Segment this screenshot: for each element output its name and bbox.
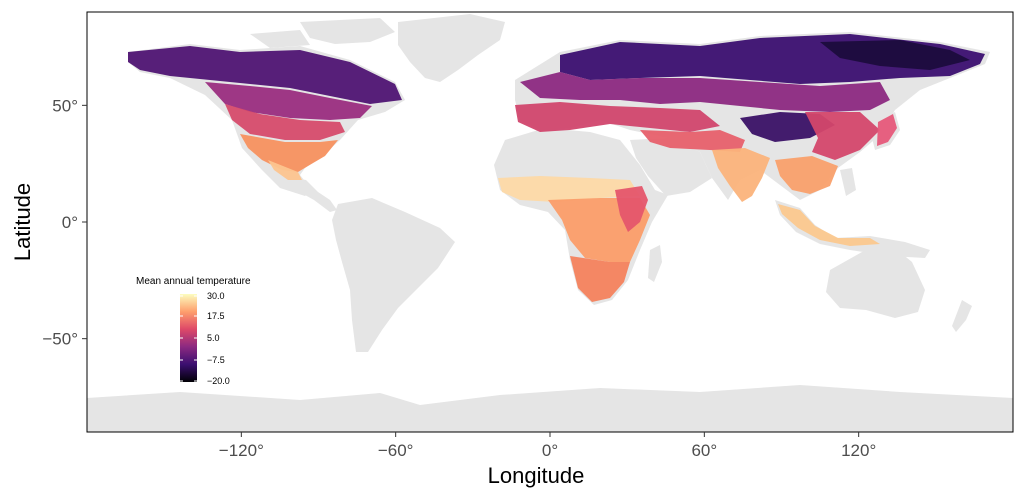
land-antarctica — [87, 385, 1013, 432]
legend-tick-label: 17.5 — [207, 311, 225, 321]
raster-indonesia — [778, 204, 880, 246]
y-tick-label: 0° — [62, 213, 78, 232]
y-tick-label: 50° — [52, 96, 78, 115]
land-central-america — [282, 176, 337, 212]
x-axis-title: Longitude — [488, 463, 585, 488]
raster-southern-africa — [570, 256, 630, 302]
land-arctic-islands — [250, 18, 395, 48]
x-tick-label: −60° — [378, 441, 414, 460]
x-axis: −120° −60° 0° 60° 120° — [219, 432, 876, 460]
map-panel — [86, 11, 1014, 433]
raster-mexico — [268, 160, 302, 180]
land-new-zealand — [952, 300, 972, 332]
raster-na-north — [128, 46, 402, 104]
legend-colorbar — [180, 294, 197, 382]
raster-na-south — [240, 134, 338, 172]
legend-ticks: 30.0 17.5 5.0 −7.5 −20.0 — [180, 291, 230, 386]
raster-south-europe — [515, 102, 720, 132]
temperature-raster — [128, 34, 985, 302]
raster-europe — [520, 72, 890, 112]
raster-siberia-dark — [820, 40, 970, 70]
raster-na-band — [225, 104, 345, 140]
x-tick-label: −120° — [219, 441, 264, 460]
y-axis: 50° 0° −50° — [42, 96, 87, 349]
legend-tick-label: 5.0 — [207, 333, 220, 343]
legend-tick-label: −20.0 — [207, 376, 230, 386]
land-greenland — [398, 14, 505, 82]
y-axis-title: Latitude — [10, 183, 35, 261]
raster-japan — [877, 114, 897, 146]
x-tick-label: 120° — [841, 441, 876, 460]
raster-china — [805, 112, 880, 160]
land-arabia — [630, 138, 712, 196]
legend-tick-label: 30.0 — [207, 291, 225, 301]
legend-title: Mean annual temperature — [136, 276, 251, 287]
land-australia — [826, 248, 925, 318]
land-madagascar — [648, 245, 662, 282]
y-tick-label: −50° — [42, 330, 78, 349]
x-tick-label: 0° — [542, 441, 558, 460]
x-tick-label: 60° — [691, 441, 717, 460]
land-south-america — [332, 198, 455, 352]
raster-east-africa — [615, 186, 648, 232]
raster-india — [712, 148, 770, 202]
legend: Mean annual temperature 30.0 17.5 5.0 −7.5 −… — [136, 276, 251, 386]
legend-tick-label: −7.5 — [207, 355, 225, 365]
raster-sahel — [498, 176, 640, 202]
land-indonesia — [775, 200, 930, 258]
raster-middle-east — [640, 130, 745, 152]
raster-se-asia — [775, 156, 838, 194]
